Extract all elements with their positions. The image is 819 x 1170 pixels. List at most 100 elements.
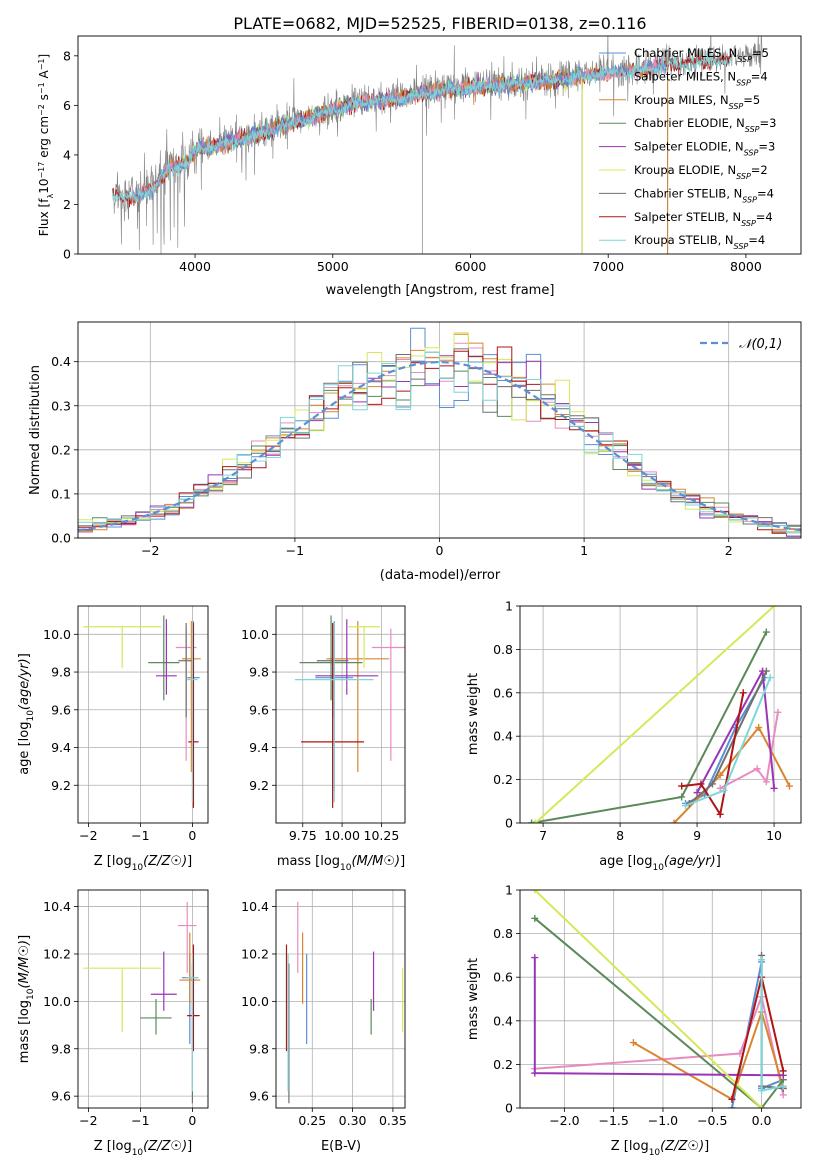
- series-marker: [693, 789, 701, 797]
- y-tick-label: 9.8: [51, 1041, 71, 1056]
- plot-area: [83, 901, 201, 1104]
- model-spectrum-kroupa-stelib: [112, 51, 733, 203]
- x-tick-label: 0: [188, 1113, 196, 1128]
- chart-mass-weight-vs-Z: −2.0 −1.5 −1.0 −0.5 0.0 0 0.2 0.4 0.6 0.8 1 Z [log1…: [466, 883, 802, 1158]
- series-kroupa-elodie: [531, 606, 778, 823]
- chart-spectrum: 4000 5000 6000 7000 8000 0 2 4 6 8 wavelength [Ang…: [37, 35, 802, 298]
- series-marker: [708, 780, 716, 788]
- y-tick-label: 0.3: [51, 398, 71, 413]
- axes-frame: [77, 35, 802, 255]
- series-marker: [682, 802, 690, 810]
- series-marker: [531, 819, 539, 823]
- plot-area: [78, 327, 801, 538]
- label-part: mass [: [277, 854, 320, 869]
- y-tick-label: 9.4: [249, 740, 269, 755]
- label-part: =5: [743, 93, 760, 107]
- x-axis-label: Z [log10(Z/Z☉)]: [94, 854, 192, 873]
- label-part: A: [37, 69, 51, 82]
- errorbar-salpeter-stelib: [301, 622, 365, 808]
- label-part: log: [320, 854, 340, 869]
- label-part: (age/yr): [664, 854, 716, 869]
- label-part: Z [: [94, 854, 112, 869]
- label-part: 10: [340, 863, 352, 873]
- x-tick-label: 10.00: [324, 828, 360, 843]
- x-tick-label: 6000: [455, 259, 487, 274]
- errorbar-kroupa-miles: [182, 621, 201, 773]
- series-line: [534, 917, 785, 1108]
- label-part: =3: [758, 140, 775, 154]
- x-axis-label: wavelength [Angstrom, rest frame]: [326, 283, 555, 298]
- series-marker: [755, 724, 763, 732]
- label-part: =4: [751, 69, 768, 83]
- errorbar-salpeter-elodie: [315, 619, 379, 695]
- series-marker: [779, 1082, 787, 1090]
- series-marker: [758, 1087, 766, 1095]
- label-part: 10: [649, 1148, 661, 1158]
- series-marker: [779, 1067, 787, 1075]
- y-tick-label: 10.0: [43, 627, 71, 642]
- legend-entry-salpeter-stelib: Salpeter STELIB, NSSP=4: [634, 210, 773, 228]
- label-part: Kroupa STELIB, N: [634, 233, 734, 247]
- x-axis-label: (data-model)/error: [380, 568, 501, 583]
- label-part: log: [17, 1000, 32, 1020]
- axes-frame: [519, 889, 802, 1109]
- x-tick-label: 10: [766, 828, 782, 843]
- y-tick-label: 10.0: [241, 627, 269, 642]
- x-tick-label: 9: [693, 828, 701, 843]
- y-tick-label: 10.4: [241, 899, 269, 914]
- label-part: 10: [26, 710, 36, 722]
- x-axis-label: mass [log10(M/M☉)]: [277, 854, 405, 873]
- x-axis-label: age [log10(age/yr)]: [599, 854, 721, 873]
- label-part: 10: [652, 863, 664, 873]
- label-part: =3: [760, 116, 777, 130]
- x-tick-label: 5000: [317, 259, 349, 274]
- label-part: erg cm: [37, 116, 51, 162]
- x-axis-label: Z [log10(Z/Z☉)]: [611, 1139, 709, 1158]
- series-kroupa-stelib: [682, 674, 774, 810]
- errorbar-kroupa-elodie: [348, 626, 380, 669]
- x-tick-label: 7: [539, 828, 547, 843]
- legend-entry-kroupa-elodie: Kroupa ELODIE, NSSP=2: [634, 163, 768, 181]
- errorbar-salpeter-miles: [177, 901, 197, 973]
- chart-mass-vs-Z: −2 −1 09.69.810.010.210.4Z [log10(Z/Z☉)]ma…: [17, 889, 209, 1158]
- label-part: −1: [37, 82, 46, 94]
- label-part: log: [633, 854, 653, 869]
- label-part: 10: [132, 863, 144, 873]
- y-tick-label: 0.2: [493, 772, 513, 787]
- label-part: ]: [187, 854, 192, 869]
- series-line: [719, 712, 779, 790]
- label-part: SSP: [741, 218, 756, 227]
- y-tick-label: 0.8: [493, 926, 513, 941]
- y-tick-label: 8: [63, 48, 71, 63]
- y-tick-label: 10.4: [43, 899, 71, 914]
- label-part: SSP: [734, 242, 749, 251]
- label-part: ]: [704, 1139, 709, 1154]
- label-part: =5: [752, 46, 769, 60]
- label-part: =2: [751, 163, 768, 177]
- y-axis-label: Flux [fλ10−17 erg cm−2 s−1 A−1]: [37, 54, 55, 236]
- y-tick-label: 10.2: [241, 946, 269, 961]
- series-marker: [770, 606, 778, 610]
- x-tick-label: −1: [131, 828, 149, 843]
- label-part: (Z/Z☉): [143, 854, 187, 869]
- y-tick-label: 9.4: [51, 740, 71, 755]
- errorbar-kroupa-stelib: [187, 622, 198, 803]
- y-tick-label: 9.8: [249, 1041, 269, 1056]
- label-part: (Z/Z☉): [660, 1139, 704, 1154]
- y-tick-label: 6: [63, 98, 71, 113]
- plot-area: [112, 36, 763, 254]
- errorbar-salpeter-miles: [371, 628, 405, 761]
- y-tick-label: 9.8: [249, 665, 269, 680]
- series-chabrier-elodie: [528, 628, 770, 823]
- series-marker: [770, 784, 778, 792]
- series-marker: [678, 793, 686, 801]
- y-tick-label: 10.0: [43, 994, 71, 1009]
- label-part: ]: [716, 854, 721, 869]
- y-tick-label: 0: [505, 816, 513, 831]
- label-part: s: [37, 94, 51, 104]
- chart-residuals: −2 −1 0 1 2 0.0 0.1 0.2 0.3 0.4 (data-model)/error…: [28, 321, 802, 583]
- x-tick-label: −1.0: [648, 1113, 678, 1128]
- label-part: log: [629, 1139, 649, 1154]
- label-part: 10: [132, 1148, 144, 1158]
- series-kroupa-stelib: [758, 956, 787, 1095]
